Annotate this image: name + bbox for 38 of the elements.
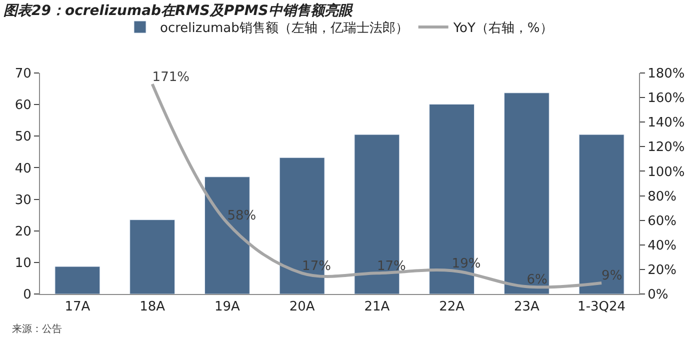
- y2-tick-label: 80%: [648, 189, 677, 204]
- y2-tick-label: 100%: [648, 164, 685, 180]
- y-tick-label: 10: [14, 256, 32, 271]
- x-tick-label: 20A: [289, 300, 315, 315]
- legend-label: YoY（右轴，%）: [452, 21, 553, 36]
- y2-tick-label: 120%: [648, 140, 685, 156]
- bar: [504, 92, 550, 294]
- x-tick-label: 18A: [140, 300, 166, 315]
- y2-tick-label: 180%: [648, 66, 685, 82]
- y2-tick-label: 60%: [648, 214, 677, 229]
- x-tick-label: 17A: [64, 300, 90, 315]
- legend-label: ocrelizumab销售额（左轴，亿瑞士法郎）: [160, 20, 408, 36]
- y-tick-label: 40: [14, 161, 32, 176]
- y-tick-label: 50: [14, 130, 32, 145]
- x-tick-label: 23A: [514, 300, 540, 315]
- bar: [578, 134, 624, 294]
- chart-title: 图表29：ocrelizumab在RMS及PPMS中销售额亮眼: [3, 2, 354, 19]
- y2-tick-label: 140%: [648, 116, 685, 131]
- source-note: 来源：公告: [12, 323, 62, 335]
- data-label: 171%: [152, 70, 190, 85]
- y-tick-label: 60: [14, 98, 32, 114]
- y2-tick-label: 40%: [648, 238, 677, 254]
- y2-tick-label: 20%: [648, 262, 677, 278]
- line-series: [150, 82, 604, 289]
- bar: [54, 266, 100, 294]
- x-tick-label: 22A: [439, 300, 465, 315]
- y2-tick-label: 160%: [648, 91, 685, 106]
- x-tick-label: 1-3Q24: [578, 300, 626, 315]
- y2-tick-label: 0%: [648, 288, 668, 303]
- y-tick-label: 30: [14, 192, 32, 208]
- x-tick-label: 21A: [364, 300, 390, 315]
- y-tick-label: 20: [14, 224, 32, 240]
- y-tick-label: 0: [23, 288, 32, 303]
- data-label: 6%: [526, 272, 548, 288]
- bar: [130, 220, 176, 294]
- data-label: 9%: [602, 268, 622, 284]
- y-tick-label: 70: [14, 66, 32, 82]
- x-tick-label: 19A: [214, 300, 240, 315]
